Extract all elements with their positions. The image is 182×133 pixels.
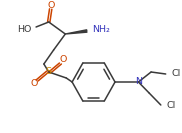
Text: HO: HO	[17, 24, 31, 34]
Text: N: N	[135, 78, 142, 86]
Text: O: O	[30, 80, 38, 88]
Text: S: S	[46, 68, 52, 76]
Polygon shape	[65, 30, 87, 34]
Text: Cl: Cl	[167, 101, 176, 109]
Text: NH₂: NH₂	[93, 26, 110, 34]
Text: Cl: Cl	[172, 70, 181, 78]
Text: O: O	[48, 1, 55, 11]
Text: O: O	[60, 55, 67, 65]
